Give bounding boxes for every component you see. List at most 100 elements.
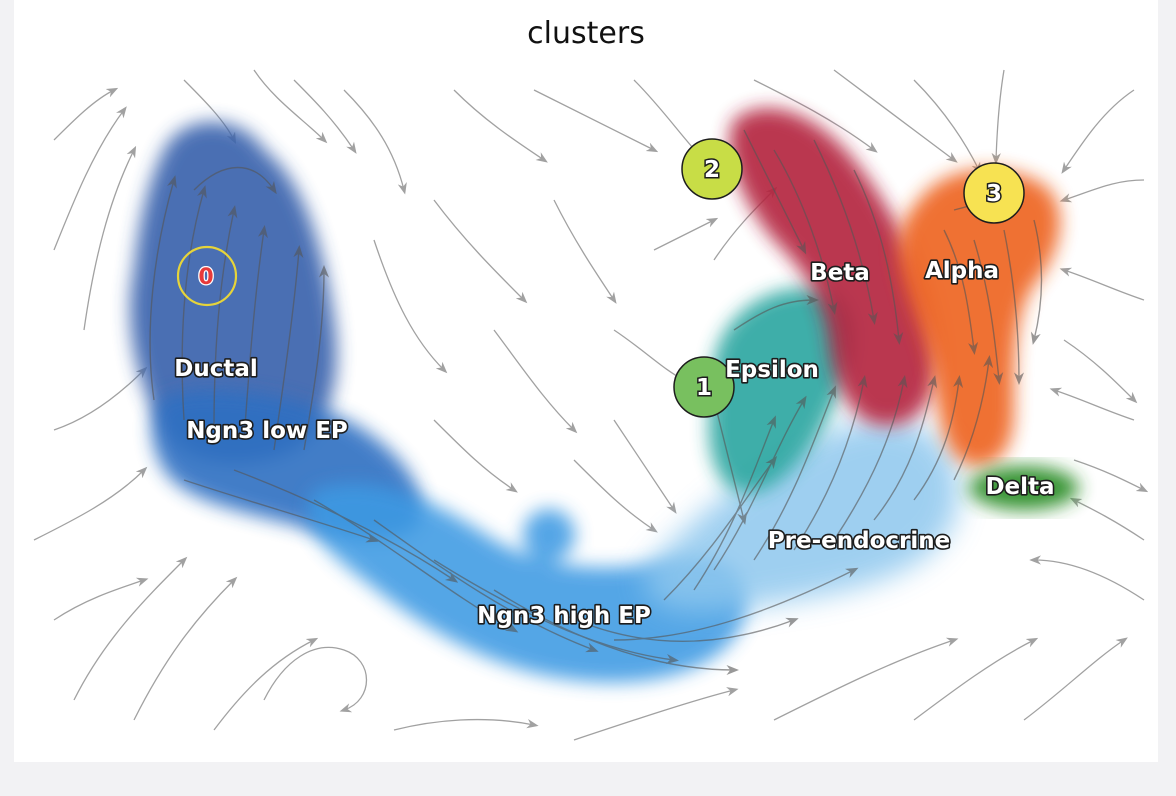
- background-streamline-15: [1049, 387, 1135, 421]
- node-3: 3: [963, 162, 1025, 224]
- background-streamline-17: [1059, 179, 1145, 203]
- background-streamline-6: [213, 637, 319, 731]
- background-streamline-26: [343, 89, 407, 195]
- background-streamline-9: [573, 687, 739, 741]
- background-streamline-37: [53, 87, 119, 141]
- epsilon-cell-cloud: [709, 288, 853, 494]
- velocity-streamline-33: [1030, 219, 1043, 345]
- velocity-streamline-17: [713, 395, 807, 571]
- background-streamline-19: [991, 69, 1005, 165]
- velocity-streamline-14: [613, 567, 859, 641]
- background-streamline-25: [453, 89, 548, 163]
- cluster-label-ngn3-high: Ngn3 high EP: [477, 603, 651, 629]
- velocity-streamline-2: [213, 205, 238, 431]
- background-streamline-33: [493, 329, 578, 434]
- umap-embedding-plot: 0 1 2 3 Ductal Ngn3 low EP Ngn3 high EP …: [33, 69, 1149, 741]
- background-streamline-20: [913, 79, 982, 175]
- velocity-streamline-0: [149, 175, 177, 401]
- node-3-circle: [963, 162, 1025, 224]
- background-streamline-38: [53, 577, 149, 621]
- background-streamline-22: [753, 79, 878, 153]
- velocity-streamline-5: [303, 264, 330, 451]
- cluster-epsilon-blob: [709, 288, 853, 494]
- velocity-streamlines: [149, 129, 1043, 676]
- velocity-streamline-30: [943, 229, 979, 356]
- background-streamline-8: [393, 718, 539, 731]
- node-0: 0: [176, 245, 238, 307]
- velocity-streamline-32: [1003, 229, 1025, 386]
- node-2-circle: [681, 138, 743, 200]
- background-streamline-11: [913, 637, 1039, 721]
- background-streamline-28: [253, 69, 328, 144]
- velocity-streamline-11: [433, 559, 680, 665]
- cluster-labels: Ductal Ngn3 low EP Ngn3 high EP Pre-endo…: [173, 256, 1056, 630]
- background-streamline-0: [53, 106, 127, 251]
- node-0-ring: [176, 245, 238, 307]
- background-streamline-42: [653, 217, 719, 251]
- delta-cell-cloud: [969, 466, 1079, 510]
- background-streamline-10: [773, 637, 959, 721]
- pre-endocrine-cell-cloud: [643, 419, 960, 612]
- background-streamlines: [33, 69, 1149, 741]
- velocity-streamline-19: [793, 375, 868, 551]
- node-1-label: 1: [696, 375, 712, 401]
- node-1-circle: [673, 356, 735, 418]
- velocity-streamline-29: [743, 129, 807, 255]
- velocity-streamline-26: [773, 149, 838, 315]
- background-streamline-12: [1023, 637, 1128, 721]
- velocity-streamline-7: [183, 479, 379, 543]
- background-streamline-35: [613, 419, 677, 514]
- figure-panel: clusters: [14, 0, 1158, 762]
- alpha-cell-cloud: [898, 169, 1061, 466]
- velocity-streamline-16: [693, 415, 776, 591]
- velocity-streamline-25: [733, 294, 820, 331]
- velocity-streamline-23: [953, 354, 994, 481]
- velocity-streamline-15: [663, 455, 778, 601]
- cluster-delta-blob: [969, 466, 1079, 510]
- background-streamline-39: [1063, 339, 1138, 404]
- cluster-alpha-blob: [898, 169, 1061, 466]
- cluster-label-alpha: Alpha: [925, 258, 999, 284]
- cluster-beta-blob: [729, 108, 938, 426]
- background-streamline-5: [133, 576, 238, 721]
- node-2: 2: [681, 138, 743, 200]
- background-streamline-27: [293, 79, 357, 154]
- velocity-streamline-1: [181, 185, 207, 421]
- background-streamline-1: [83, 145, 137, 331]
- velocity-streamline-13: [553, 609, 799, 643]
- background-streamline-31: [553, 199, 617, 304]
- background-streamline-40: [1073, 459, 1149, 493]
- velocity-streamline-6: [193, 166, 277, 195]
- background-streamline-3: [33, 466, 148, 541]
- velocity-streamline-21: [873, 375, 938, 521]
- velocity-streamline-9: [313, 499, 519, 633]
- background-streamline-7: [263, 646, 367, 713]
- velocity-streamline-8: [233, 469, 459, 583]
- background-streamline-18: [1061, 89, 1135, 174]
- background-streamline-30: [373, 239, 448, 374]
- node-2-label: 2: [704, 157, 720, 183]
- velocity-streamline-3: [243, 225, 268, 441]
- cluster-pre-endocrine-blob: [643, 419, 960, 612]
- background-streamline-13: [1029, 555, 1145, 601]
- background-streamline-34: [433, 419, 518, 493]
- background-streamline-32: [613, 329, 689, 383]
- cluster-label-epsilon: Epsilon: [725, 357, 819, 383]
- node-0-label: 0: [198, 265, 213, 290]
- cluster-label-ngn3-low: Ngn3 low EP: [186, 418, 348, 444]
- velocity-streamline-28: [853, 169, 904, 346]
- cluster-ngn3-high-blob: [307, 483, 747, 683]
- velocity-streamline-18: [753, 385, 836, 561]
- velocity-streamline-4: [273, 244, 304, 451]
- background-streamline-36: [573, 459, 658, 533]
- velocity-streamline-22: [913, 374, 964, 501]
- velocity-streamline-10: [373, 519, 599, 653]
- background-streamline-29: [433, 199, 528, 304]
- velocity-streamline-20: [833, 375, 908, 541]
- ngn3-high-satellite: [523, 509, 575, 561]
- velocity-streamline-31: [973, 239, 1004, 386]
- background-streamline-14: [1069, 497, 1145, 541]
- cluster-label-delta: Delta: [985, 474, 1054, 500]
- background-streamline-2: [53, 366, 148, 431]
- node-1: 1: [673, 356, 735, 418]
